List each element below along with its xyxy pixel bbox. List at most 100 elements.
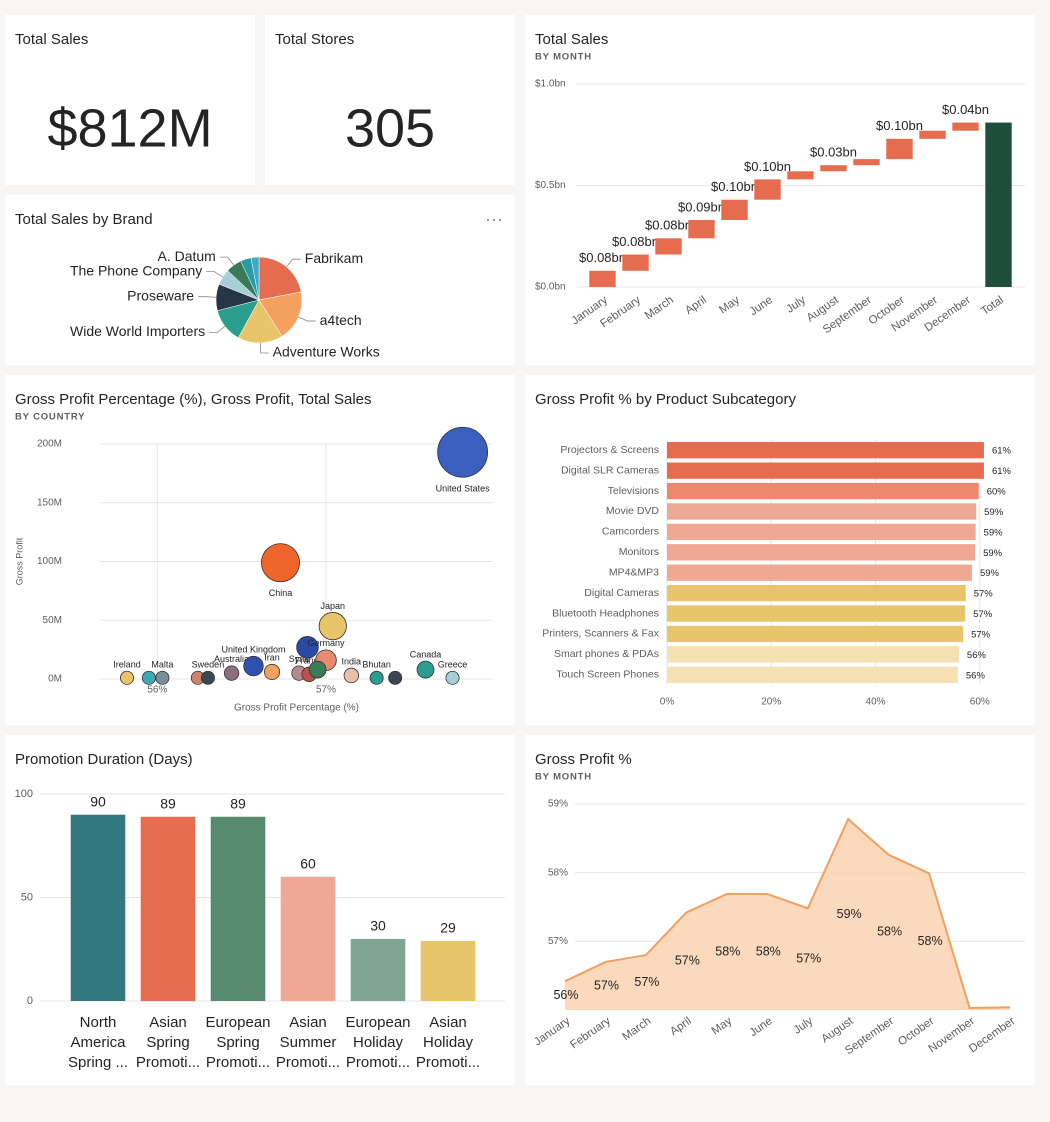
chart-title: Total Sales — [535, 31, 608, 48]
y-tick-label: 200M — [37, 439, 62, 450]
bar — [667, 442, 984, 459]
dot — [499, 219, 501, 221]
data-label: 57% — [594, 978, 619, 992]
data-label: 59% — [837, 907, 862, 921]
slice-label: The Phone Company — [70, 262, 202, 278]
waterfall-bar — [820, 165, 847, 172]
point-label: Syria — [289, 654, 310, 664]
data-label: 89 — [160, 795, 176, 811]
bar — [667, 482, 979, 500]
bar — [140, 816, 196, 1001]
y-tick-label: Digital Cameras — [584, 587, 659, 599]
data-label: 29 — [440, 920, 456, 936]
bubble — [388, 670, 403, 685]
y-tick-label: 100M — [37, 556, 62, 567]
y-tick-label: 59% — [548, 799, 568, 810]
x-tick-label: Asian Holiday Promoti... — [415, 1014, 481, 1071]
chart-subtitle: BY MONTH — [535, 52, 592, 63]
data-label: $0.08bn — [612, 234, 659, 249]
dot — [493, 219, 495, 221]
y-tick-label: $0.5bn — [535, 180, 566, 191]
bar — [420, 940, 476, 1001]
data-label: 30 — [370, 918, 386, 934]
area-fill — [565, 819, 1010, 1010]
slice-label: Fabrikam — [305, 250, 363, 266]
bar — [210, 816, 266, 1001]
y-tick-label: Monitors — [619, 546, 659, 558]
data-label: 59% — [980, 568, 1000, 579]
y-tick-label: 58% — [548, 867, 568, 878]
data-label: $0.08bn — [645, 218, 692, 233]
data-label: 90 — [90, 793, 106, 809]
leader-line — [206, 271, 223, 278]
bubble — [308, 660, 327, 679]
more-options-icon[interactable] — [487, 219, 501, 221]
leader-line — [286, 258, 301, 268]
data-label: 89 — [230, 795, 246, 811]
pie-slice — [237, 299, 283, 344]
x-tick-label: 20% — [761, 697, 781, 708]
chart-subtitle: BY MONTH — [535, 772, 592, 783]
bar — [667, 646, 959, 663]
pie-slice — [258, 256, 302, 301]
y-tick-label: Movie DVD — [606, 505, 660, 517]
data-label: 58% — [918, 934, 943, 948]
slice-label: a4tech — [320, 312, 362, 328]
x-tick-label: Asian Summer Promoti... — [275, 1014, 341, 1071]
y-tick-label: Touch Screen Phones — [556, 669, 659, 681]
x-tick-label: 40% — [866, 697, 886, 708]
data-label: $0.09bn — [678, 199, 725, 214]
point-label: France — [295, 655, 323, 665]
x-axis-title: Gross Profit Percentage (%) — [234, 703, 359, 714]
area-line — [564, 817, 1011, 1009]
waterfall-bar — [688, 220, 715, 239]
data-label: $0.04bn — [942, 102, 989, 117]
y-tick-label: 50 — [21, 891, 33, 903]
data-label: 58% — [877, 925, 902, 939]
point-label: India — [342, 657, 362, 667]
bubble — [416, 660, 435, 679]
data-label: 56% — [966, 670, 986, 681]
x-tick-label: European Spring Promoti... — [205, 1014, 271, 1071]
point-label: Canada — [410, 649, 442, 659]
pie-slice — [250, 256, 260, 301]
slice-label: A. Datum — [157, 248, 215, 264]
y-tick-label: Printers, Scanners & Fax — [542, 628, 659, 640]
card-value: $812M — [47, 98, 212, 158]
leader-line — [209, 326, 226, 333]
chart-title: Gross Profit % — [535, 751, 632, 768]
point-label: Greece — [438, 660, 468, 670]
point-label: Germany — [308, 638, 346, 648]
chart-subtitle: BY COUNTRY — [15, 412, 85, 423]
bar — [667, 625, 964, 643]
data-label: 60 — [300, 856, 316, 872]
x-tick-label: Asian Spring Promoti... — [135, 1014, 201, 1071]
slice-label: Proseware — [127, 287, 194, 303]
y-tick-label: Bluetooth Headphones — [552, 607, 659, 619]
data-label: 59% — [984, 507, 1004, 518]
y-tick-label: Televisions — [608, 485, 659, 497]
bubble — [200, 670, 215, 685]
slice-label: Wide World Importers — [70, 323, 205, 339]
point-label: Australia — [214, 654, 249, 664]
waterfall-bar — [919, 130, 946, 139]
chart-title: Promotion Duration (Days) — [15, 751, 193, 768]
total-bar — [985, 122, 1012, 287]
x-tick-label: North America Spring ... — [67, 1014, 129, 1071]
panel — [5, 15, 255, 185]
waterfall-bar — [754, 179, 781, 200]
point-label: China — [269, 588, 293, 598]
bar — [667, 462, 984, 479]
data-label: 61% — [992, 446, 1012, 457]
y-tick-label: Digital SLR Cameras — [561, 464, 659, 476]
bubble — [437, 426, 489, 478]
card-value: 305 — [345, 98, 435, 158]
point-label: United Kingdom — [221, 645, 285, 655]
bubble — [243, 655, 264, 677]
chart-title: Gross Profit Percentage (%), Gross Profi… — [15, 391, 372, 408]
data-label: $0.08bn — [579, 250, 626, 265]
bar — [667, 564, 972, 581]
y-tick-label: 0M — [48, 674, 62, 685]
bar — [350, 938, 406, 1001]
